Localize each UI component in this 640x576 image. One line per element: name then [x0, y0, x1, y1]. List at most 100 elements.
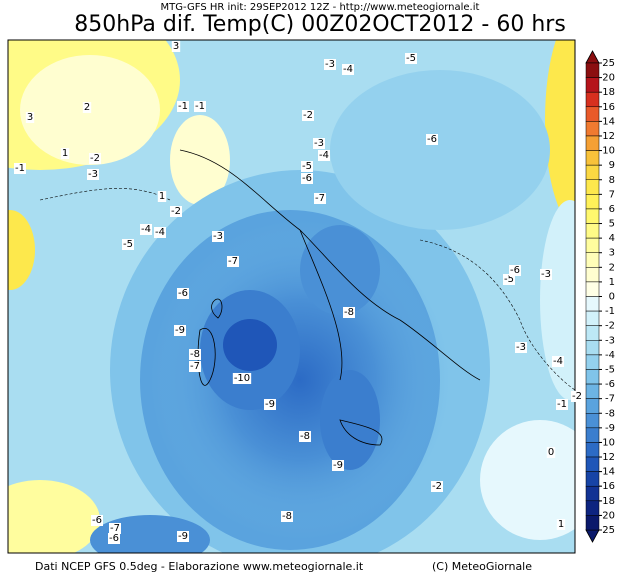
colorbar-label: -18: [599, 496, 615, 507]
contour-label: -3: [541, 269, 551, 280]
contour-label-box: [14, 163, 26, 174]
contour-label-box: [140, 224, 152, 235]
colorbar-band: [585, 354, 600, 370]
colorbar-label: -8: [605, 408, 615, 419]
colorbar-label: 12: [602, 131, 615, 142]
contour-label: -10: [234, 373, 250, 384]
colorbar-label: -10: [599, 437, 615, 448]
colorbar-label: -3: [605, 335, 615, 346]
colorbar-band: [585, 500, 600, 516]
map-frame: [7, 39, 576, 554]
colorbar-band: [585, 77, 600, 93]
contour-label-box: [556, 519, 566, 530]
contour-label-box: [503, 274, 515, 285]
contour-label-box: [540, 269, 552, 280]
colorbar-band: [585, 267, 600, 283]
contour-label: -6: [178, 288, 188, 299]
colorbar-band: [585, 62, 600, 78]
contour-label: -6: [302, 173, 312, 184]
contour-label-box: [332, 460, 344, 471]
contour-label: -6: [109, 533, 119, 544]
contour-label-box: [343, 307, 355, 318]
colorbar-band: [585, 471, 600, 487]
map-title: 850hPa dif. Temp(C) 00Z02OCT2012 - 60 hr…: [74, 12, 566, 37]
contour-label: 3: [173, 41, 179, 52]
colorbar-band: [585, 121, 600, 137]
contour-label-box: [82, 102, 92, 113]
contour-label: 1: [558, 519, 564, 530]
contour-label: -3: [213, 231, 223, 242]
colorbar-label: 2: [609, 262, 615, 273]
contour-label-box: [109, 523, 121, 534]
contour-label-box: [509, 265, 521, 276]
contour-label: 1: [159, 191, 165, 202]
contour-label-box: [194, 101, 206, 112]
colorbar-band: [585, 164, 600, 180]
colorbar-label: 9: [609, 160, 615, 171]
map-field: [8, 40, 575, 553]
contour-label-box: [546, 447, 556, 458]
colorbar-label: -12: [599, 452, 615, 463]
contour-label: -8: [344, 307, 354, 318]
contour-label-box: [177, 531, 189, 542]
contour-label-box: [301, 173, 313, 184]
colorbar-label: 10: [602, 146, 615, 157]
colorbar-band: [585, 223, 600, 239]
contour-label: 3: [27, 112, 33, 123]
contour-label-box: [171, 41, 181, 52]
colorbar-label: -2: [605, 321, 615, 332]
contour-label-box: [324, 59, 336, 70]
contour-label-box: [556, 399, 568, 410]
contour-label: -7: [190, 361, 200, 372]
colorbar-label: -4: [605, 350, 615, 361]
colorbar-label: 1: [609, 277, 615, 288]
contour-label: -1: [557, 399, 567, 410]
colorbar-band: [585, 310, 600, 326]
colorbar-label: -20: [599, 510, 615, 521]
colorbar: 252018161412109876543210-1-2-3-4-5-6-7-8…: [585, 50, 615, 543]
contour-label: -6: [92, 515, 102, 526]
contour-label-box: [122, 239, 134, 250]
contour-label-box: [552, 356, 564, 367]
contour-label: -5: [406, 53, 416, 64]
contour-label: -1: [15, 163, 25, 174]
contour-label: -9: [265, 399, 275, 410]
contour-label-box: [189, 361, 201, 372]
colorbar-band: [585, 383, 600, 399]
contour-label-box: [264, 399, 276, 410]
contour-label: -1: [178, 101, 188, 112]
colorbar-band: [585, 208, 600, 224]
contour-label: -2: [90, 153, 100, 164]
colorbar-label: -5: [605, 364, 615, 375]
colorbar-label: 4: [609, 233, 615, 244]
contour-label: -5: [123, 239, 133, 250]
contour-label: -6: [427, 134, 437, 145]
colorbar-band: [585, 340, 600, 356]
contour-label: -2: [572, 391, 582, 402]
contour-label: -3: [516, 342, 526, 353]
contour-label: -7: [228, 256, 238, 267]
colorbar-band: [585, 237, 600, 253]
contour-label-box: [89, 153, 101, 164]
contour-label: -2: [303, 110, 313, 121]
contour-label: -5: [302, 161, 312, 172]
contour-label-box: [25, 112, 35, 123]
contour-label-box: [342, 64, 354, 75]
contour-label: -4: [343, 64, 353, 75]
contour-label: -4: [141, 224, 151, 235]
colorbar-band: [585, 106, 600, 122]
colorbar-label: 6: [609, 204, 615, 215]
colorbar-label: 3: [609, 248, 615, 259]
colorbar-label: -1: [605, 306, 615, 317]
contour-label: 1: [62, 148, 68, 159]
contour-label-box: [515, 342, 527, 353]
init-line: MTG-GFS HR init: 29SEP2012 12Z - http://…: [161, 2, 480, 13]
footer-source: Dati NCEP GFS 0.5deg - Elaborazione www.…: [35, 560, 364, 573]
contour-label: -4: [319, 150, 329, 161]
colorbar-label: 5: [609, 219, 615, 230]
footer-copyright: (C) MeteoGiornale: [432, 560, 532, 573]
contour-label-box: [431, 481, 443, 492]
colorbar-band: [585, 135, 600, 151]
